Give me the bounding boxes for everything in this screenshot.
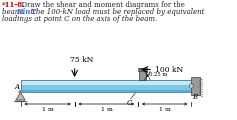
Circle shape [189,84,193,88]
Text: 1 m: 1 m [42,107,54,112]
Bar [139,68,146,80]
Text: The 100-kN load must be replaced by equivalent: The 100-kN load must be replaced by equi… [29,8,205,16]
Text: A: A [15,83,20,91]
Text: Hint:: Hint: [16,8,36,16]
Bar [21,80,191,85]
Text: B: B [192,93,197,101]
Text: beam.: beam. [2,8,26,16]
Text: Draw the shear and moment diagrams for the: Draw the shear and moment diagrams for t… [17,1,185,9]
Bar [138,68,146,71]
Polygon shape [16,93,25,100]
Text: loadings at point C on the axis of the beam.: loadings at point C on the axis of the b… [2,15,157,23]
Bar [21,90,191,92]
Text: 1 m: 1 m [159,107,171,112]
Text: 0.25 m: 0.25 m [149,72,168,78]
Circle shape [19,90,22,93]
Text: 1 m: 1 m [100,107,112,112]
Bar [191,77,200,95]
Text: C: C [127,99,132,107]
Text: *11-8.: *11-8. [2,1,26,9]
Bar [21,85,191,90]
Text: 100 kN: 100 kN [155,66,183,73]
Text: 75 kN: 75 kN [70,57,93,65]
Bar [21,80,191,92]
